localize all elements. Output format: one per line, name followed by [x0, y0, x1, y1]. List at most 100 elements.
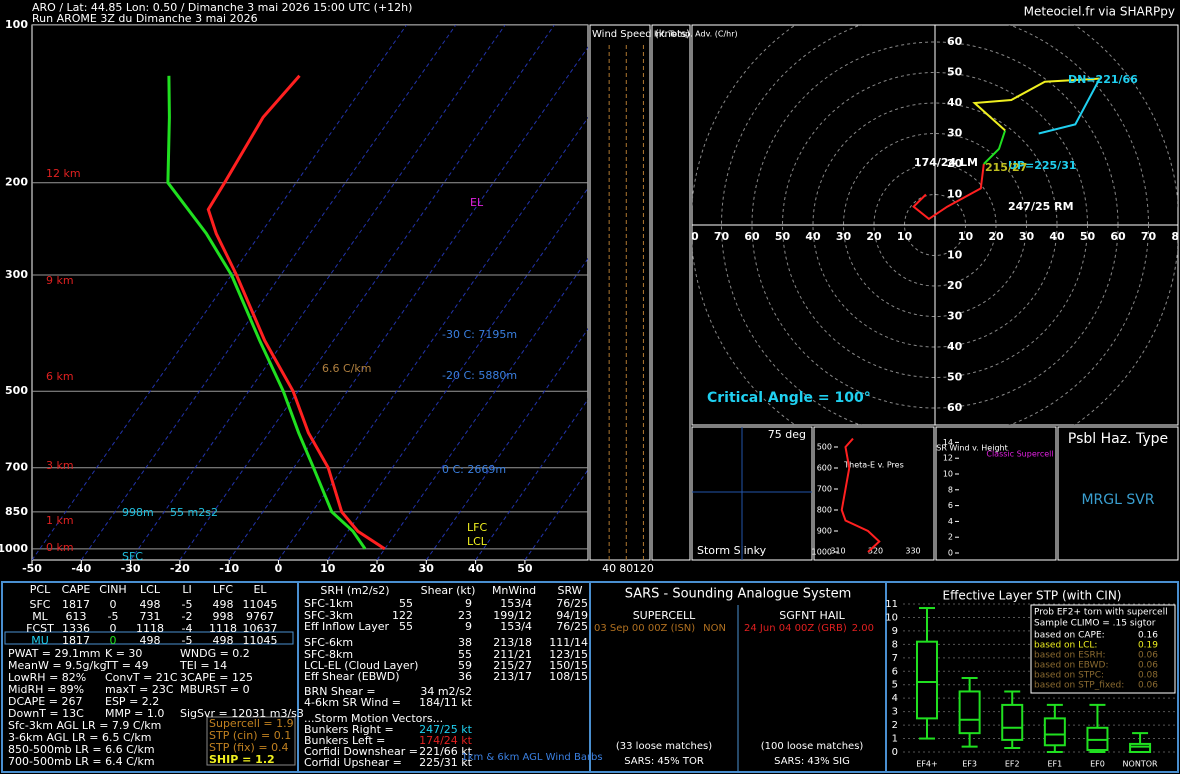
- hodo-ring: [843, 133, 1027, 317]
- x-tick-label: EF1: [1047, 760, 1062, 769]
- srwind-ytick: 8: [948, 485, 953, 494]
- kin-extra: BRN Shear =: [304, 685, 376, 698]
- legend-row: based on STPC:: [1034, 671, 1104, 681]
- lapse-rate: 3-6km AGL LR = 6.5 C/km: [8, 731, 151, 744]
- table-cell: 215/27: [493, 659, 532, 672]
- composite-box: [206, 716, 296, 766]
- adv-frame: [651, 24, 691, 561]
- hodo-ring-label: 70: [1141, 230, 1157, 243]
- skewt-annotation: -30 C: 7195m: [442, 328, 517, 341]
- table-header: EL: [253, 583, 267, 596]
- table-cell: SFC: [30, 598, 51, 611]
- hodo-ring-label: 50: [947, 371, 963, 384]
- legend-row: based on ESRH:: [1034, 651, 1106, 661]
- kin-extra: 225/31 kt: [419, 756, 473, 769]
- hodo-ring: [873, 163, 997, 287]
- theta-xtick: 310: [830, 547, 845, 556]
- legend-climo: Sample CLIMO = .15 sigtor: [1034, 619, 1156, 629]
- haz-value: MRGL SVR: [1081, 492, 1154, 508]
- theta-line: [840, 437, 881, 553]
- kin-extra: 221/66 kt: [419, 745, 473, 758]
- hodo-ring-label: 70: [714, 230, 730, 243]
- table-cell: SFC-8km: [304, 648, 353, 661]
- index: MMP = 1.0: [105, 707, 164, 720]
- hodo-ring-label: 30: [1019, 230, 1035, 243]
- legend-row: 0.06: [1138, 661, 1158, 671]
- hodo-ring-label: 50: [775, 230, 791, 243]
- table-cell: 108/15: [549, 670, 588, 683]
- hodo-ring-label: 40: [947, 96, 963, 109]
- lapse-rate: 700-500mb LR = 6.4 C/km: [8, 755, 155, 768]
- isotherm: [130, 25, 506, 560]
- sars-match: 2.00: [852, 623, 874, 634]
- table-cell: 498: [213, 598, 234, 611]
- adv-title: Inf. Temp. Adv. (C/hr): [654, 30, 738, 39]
- index: TT = 49: [104, 659, 148, 672]
- skewt-annotation: EL: [470, 196, 484, 209]
- sars-match: 24 Jun 04 00Z (GRB): [744, 623, 847, 634]
- isotherm: [32, 25, 407, 560]
- skewt-annotation: 6.6 C/km: [322, 362, 371, 375]
- barbs-label: 1km & 6km AGL Wind Barbs: [461, 752, 602, 763]
- index: SigSvr = 12031 m3/s3: [180, 707, 304, 720]
- hodo-ring-label: 10: [947, 249, 963, 262]
- x-tick-label: EF3: [962, 760, 977, 769]
- sars-match: NON: [703, 623, 726, 634]
- height-label: 12 km: [46, 167, 81, 180]
- y-tick-label: 7: [892, 653, 898, 664]
- table-cell: 0: [110, 598, 117, 611]
- index: MidRH = 89%: [8, 683, 84, 696]
- mu-highlight: [4, 631, 294, 645]
- theta-ytick: 800: [817, 506, 832, 515]
- index: ConvT = 21C: [105, 671, 178, 684]
- skewt-annotation: -20 C: 5880m: [442, 369, 517, 382]
- theta-ytick: 1000: [812, 548, 832, 557]
- legend-row: 0.06: [1138, 681, 1158, 691]
- table-cell: 23: [458, 609, 472, 622]
- table-header: LI: [182, 583, 191, 596]
- run: Run AROME 3Z du Dimanche 3 mai 2026: [32, 12, 258, 25]
- sars-match: 03 Sep 00 00Z (ISN): [594, 623, 695, 634]
- isotherm: [376, 257, 588, 560]
- table-cell: Eff Inflow Layer: [304, 620, 390, 633]
- theta-ytick: 700: [817, 485, 832, 494]
- table-cell: ML: [32, 610, 48, 623]
- legend-row: 0.06: [1138, 651, 1158, 661]
- kin-extra: Bunkers Right =: [304, 723, 394, 736]
- stp-panel: [885, 581, 1179, 773]
- legend-row: based on LCL:: [1034, 641, 1097, 651]
- theta-xtick: 330: [905, 547, 920, 556]
- table-cell: 38: [458, 636, 472, 649]
- hodo-ring-label: 10: [947, 188, 963, 201]
- x-tick-label: NONTOR: [1123, 760, 1158, 769]
- x-tick-label: EF0: [1090, 760, 1105, 769]
- legend-row: 0.19: [1138, 641, 1158, 651]
- kin-extra: 174/24 kt: [419, 734, 473, 747]
- skewt-annotation: 55 m2s2: [170, 506, 218, 519]
- theta-ytick: 500: [817, 443, 832, 452]
- y-tick-label: 850: [5, 505, 28, 518]
- wind-frame: [589, 24, 651, 561]
- hodo-annotation: UP=225/31: [1008, 159, 1077, 172]
- hodo-ring-label: 80: [1171, 230, 1180, 243]
- x-tick-label: -10: [219, 562, 239, 575]
- table-cell: -5: [182, 598, 193, 611]
- table-cell: 122: [392, 609, 413, 622]
- table-cell: 36: [458, 670, 472, 683]
- table-header: SRW: [557, 584, 582, 597]
- wind-tick: 40: [602, 562, 616, 575]
- composite: STP (cin) = 0.1: [209, 729, 291, 742]
- legend-row: based on STP_fixed:: [1034, 681, 1124, 691]
- kin-extra: 34 m2/s2: [420, 685, 472, 698]
- x-tick-label: EF4+: [916, 760, 937, 769]
- y-tick-label: 300: [5, 268, 28, 281]
- table-cell: MU: [31, 634, 49, 647]
- theta-ytick: 600: [817, 464, 832, 473]
- index: TEI = 14: [179, 659, 227, 672]
- box: [1001, 703, 1024, 741]
- skewt-annotation: LFC: [467, 521, 487, 534]
- kin-extra: ...Storm Motion Vectors...: [304, 712, 443, 725]
- table-cell: 153/4: [500, 620, 532, 633]
- srwind-ytick: 4: [948, 517, 953, 526]
- table-cell: 123/15: [549, 648, 588, 661]
